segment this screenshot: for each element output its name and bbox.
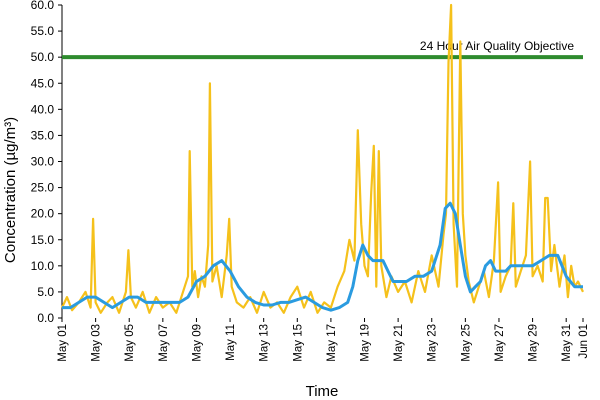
x-tick-label: May 17 xyxy=(326,324,338,362)
y-axis-label: Concentration (µg/m³) xyxy=(2,117,19,263)
y-tick-label: 20.0 xyxy=(31,207,55,221)
hourly-series-line xyxy=(61,3,584,314)
x-tick-label: May 19 xyxy=(360,324,372,362)
x-tick-label: May 03 xyxy=(91,324,103,362)
x-tick-label: May 21 xyxy=(393,324,405,362)
y-tick-label: 55.0 xyxy=(31,24,55,38)
plot-area: 24 Hour Air Quality Objective xyxy=(61,3,584,318)
x-tick-label: Jun 01 xyxy=(578,324,590,359)
y-tick-label: 30.0 xyxy=(31,155,55,169)
x-tick-label: May 23 xyxy=(427,324,439,362)
y-tick-label: 0.0 xyxy=(37,311,54,325)
y-tick-label: 45.0 xyxy=(31,76,55,90)
x-tick-label: May 09 xyxy=(191,324,203,362)
x-axis-label: Time xyxy=(306,383,339,400)
x-tick-label: May 25 xyxy=(460,324,472,362)
x-tick-label: May 01 xyxy=(57,324,69,362)
x-tick-label: May 29 xyxy=(528,324,540,362)
x-tick-label: May 15 xyxy=(292,324,304,362)
y-tick-label: 10.0 xyxy=(31,259,55,273)
x-tick-label: May 31 xyxy=(561,324,573,362)
y-tick-label: 50.0 xyxy=(31,50,55,64)
y-axis-ticks: 0.0 5.0 10.0 15.0 20.0 25.0 30.0 35.0 40.0 45.0 50… xyxy=(31,0,62,325)
x-tick-label: May 13 xyxy=(259,324,271,362)
y-tick-label: 35.0 xyxy=(31,128,55,142)
y-tick-label: 15.0 xyxy=(31,233,55,247)
y-tick-label: 25.0 xyxy=(31,181,55,195)
x-tick-label: May 05 xyxy=(124,324,136,362)
running-mean-series-line xyxy=(62,201,583,312)
x-axis-ticks: May 01 May 03 May 05 May 07 May 09 May 11 May … xyxy=(57,318,590,362)
y-tick-label: 60.0 xyxy=(31,0,55,12)
x-tick-label: May 11 xyxy=(225,324,237,361)
objective-label: 24 Hour Air Quality Objective xyxy=(420,39,574,53)
y-tick-label: 5.0 xyxy=(37,285,54,299)
x-tick-label: May 27 xyxy=(494,324,506,362)
y-tick-label: 40.0 xyxy=(31,102,55,116)
x-tick-label: May 07 xyxy=(158,324,170,362)
